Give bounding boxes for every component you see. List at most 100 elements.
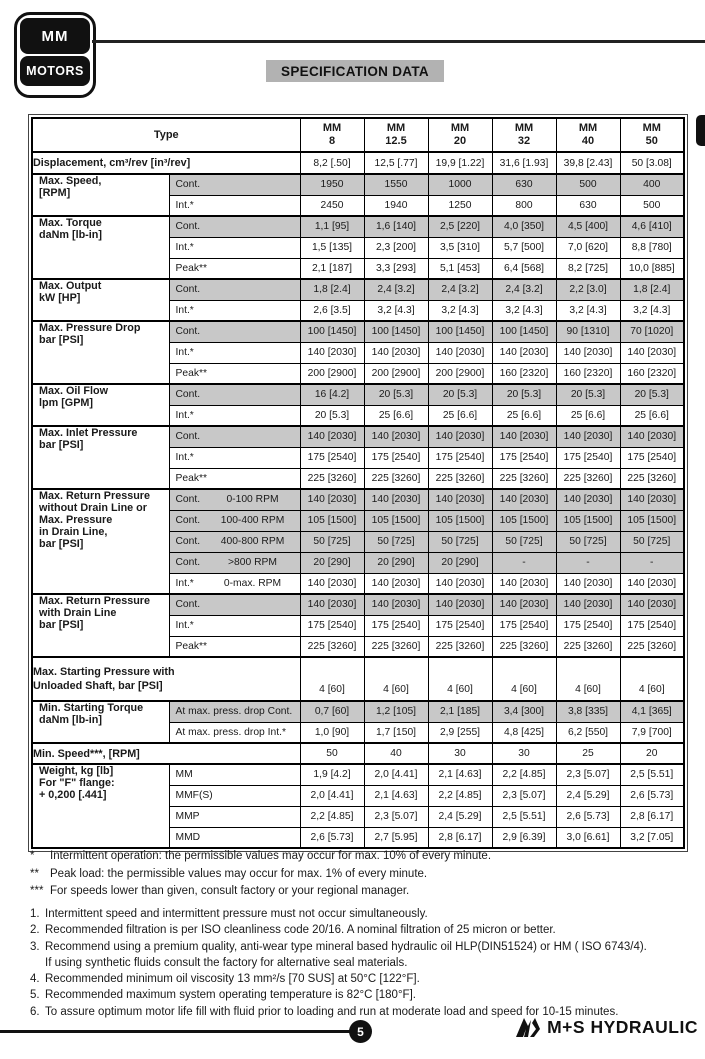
spec-value-cell: 225 [3260]: [363, 467, 429, 490]
spec-value-cell: 100 [1450]: [299, 320, 365, 343]
spec-value-cell: -: [491, 551, 557, 574]
spec-value-cell: 175 [2540]: [363, 614, 429, 637]
spec-value-cell: 3,5 [310]: [427, 236, 493, 259]
spec-value-cell: 175 [2540]: [299, 446, 365, 469]
note: 1. Intermittent speed and intermittent pr…: [30, 906, 698, 922]
spec-value-cell: 3,3 [293]: [363, 257, 429, 280]
spec-value-cell: 1,1 [95]: [299, 215, 365, 238]
spec-value-cell: 2,5 [220]: [427, 215, 493, 238]
spec-value-cell: 2,8 [6.17]: [427, 826, 493, 849]
spec-value-cell: 3,0 [6.61]: [555, 826, 621, 849]
row-sublabel: Int.*: [168, 299, 301, 322]
column-header: MM 50: [619, 117, 685, 153]
row-sublabel: Cont. >800 RPM: [168, 551, 301, 574]
spec-value-cell: 2,0 [4.41]: [299, 784, 365, 807]
table-row: Max. Oil Flow lpm [GPM] Cont. 16 [4.2] 20 [5…: [31, 383, 685, 427]
row-sublabel: Int.*: [168, 446, 301, 469]
spec-value-cell: 20: [619, 742, 685, 765]
table-row: Int.* 2,6 [3.5] 3,2 [4.3] 3,2 [4.3] 3,2 [4.3…: [32, 299, 685, 322]
table-row: Weight, kg [lb] For "F" flange: + 0,200 [.…: [31, 763, 685, 849]
spec-value-cell: -: [555, 551, 621, 574]
spec-value-cell: 140 [2030]: [491, 425, 557, 448]
spec-value-cell: 4 [60]: [427, 656, 493, 702]
spec-value-cell: 500: [555, 173, 621, 196]
row-label: Max. Inlet Pressure bar [PSI]: [31, 425, 170, 490]
spec-value-cell: 2,4 [3.2]: [491, 278, 557, 301]
spec-value-cell: 1550: [363, 173, 429, 196]
row-sublabel: Peak**: [168, 362, 301, 385]
spec-value-cell: 20 [290]: [363, 551, 429, 574]
spec-value-cell: 140 [2030]: [491, 593, 557, 616]
spec-value-cell: 20 [5.3]: [427, 383, 493, 406]
spec-value-cell: 20 [5.3]: [299, 404, 365, 427]
spec-value-cell: 4,6 [410]: [619, 215, 685, 238]
row-sublabel: Int.* 0-max. RPM: [168, 572, 301, 595]
spec-value-cell: 4,5 [400]: [555, 215, 621, 238]
spec-value-cell: 5,1 [453]: [427, 257, 493, 280]
spec-value-cell: 50 [725]: [619, 530, 685, 553]
spec-value-cell: 20 [5.3]: [619, 383, 685, 406]
spec-value-cell: 175 [2540]: [619, 614, 685, 637]
spec-value-cell: 175 [2540]: [491, 614, 557, 637]
spec-value-cell: 225 [3260]: [363, 635, 429, 658]
note-text: Recommend using a premium quality, anti-…: [45, 940, 647, 969]
note: 5. Recommended maximum system operating t…: [30, 987, 698, 1003]
footer-rule: [0, 1030, 352, 1033]
note: 3. Recommend using a premium quality, ant…: [30, 939, 698, 972]
row-sublabel: MMF(S): [168, 784, 301, 807]
spec-value-cell: 31,6 [1.93]: [491, 151, 557, 175]
spec-value-cell: 7,9 [700]: [619, 721, 685, 744]
spec-value-cell: 1,2 [105]: [363, 700, 429, 723]
spec-value-cell: 0,7 [60]: [299, 700, 365, 723]
row-sublabel: Peak**: [168, 635, 301, 658]
spec-value-cell: 6,4 [568]: [491, 257, 557, 280]
spec-value-cell: 200 [2900]: [299, 362, 365, 385]
spec-value-cell: 20 [5.3]: [555, 383, 621, 406]
spec-value-cell: 50 [725]: [363, 530, 429, 553]
spec-value-cell: 225 [3260]: [299, 635, 365, 658]
spec-value-cell: 630: [555, 194, 621, 217]
spec-value-cell: 140 [2030]: [299, 593, 365, 616]
spec-value-cell: 1,8 [2.4]: [619, 278, 685, 301]
table-row: Max. Inlet Pressure bar [PSI] Cont. 140 [20…: [31, 425, 685, 490]
spec-value-cell: 90 [1310]: [555, 320, 621, 343]
note: 4. Recommended minimum oil viscosity 13 m…: [30, 971, 698, 987]
note-number: 4.: [30, 973, 40, 986]
spec-value-cell: 175 [2540]: [363, 446, 429, 469]
spec-value-cell: 140 [2030]: [363, 488, 429, 511]
spec-value-cell: 2,4 [3.2]: [363, 278, 429, 301]
table-row: Max. Return Pressure without Drain Line o…: [31, 488, 685, 595]
spec-value-cell: 3,2 [4.3]: [619, 299, 685, 322]
spec-value-cell: 2,9 [255]: [427, 721, 493, 744]
spec-value-cell: 50 [3.08]: [619, 151, 685, 175]
table-row: Max. Pressure Drop bar [PSI] Cont. 100 [145…: [31, 320, 685, 385]
spec-value-cell: 2,5 [5.51]: [619, 763, 685, 786]
spec-value-cell: 8,8 [780]: [619, 236, 685, 259]
spec-value-cell: 2,5 [5.51]: [491, 805, 557, 828]
row-sublabel: Cont.: [168, 173, 301, 196]
section-index-tab: [696, 115, 705, 146]
spec-value-cell: 175 [2540]: [427, 446, 493, 469]
spec-value-cell: 2,2 [4.85]: [491, 763, 557, 786]
spec-value-cell: 140 [2030]: [619, 572, 685, 595]
table-row: Max. Speed, [RPM] Cont. 1950 1550 1000 630 500 4…: [31, 173, 685, 217]
note: 6. To assure optimum motor life fill with…: [30, 1004, 698, 1020]
table-row: Cont. >800 RPM 20 [290] 20 [290] 20 [290] - - -: [32, 551, 685, 574]
table-row: Int.* 1,5 [135] 2,3 [200] 3,5 [310] 5,7 [500…: [32, 236, 685, 259]
spec-value-cell: 2,0 [4.41]: [363, 763, 429, 786]
spec-value-cell: 3,2 [4.3]: [491, 299, 557, 322]
spec-value-cell: 140 [2030]: [427, 593, 493, 616]
spec-value-cell: 25 [6.6]: [555, 404, 621, 427]
spec-value-cell: 140 [2030]: [363, 425, 429, 448]
spec-value-cell: 140 [2030]: [619, 341, 685, 364]
spec-value-cell: 3,2 [7.05]: [619, 826, 685, 849]
row-sublabel: Peak**: [168, 467, 301, 490]
spec-value-cell: 140 [2030]: [555, 425, 621, 448]
spec-value-cell: 140 [2030]: [299, 572, 365, 595]
note-number: 3.: [30, 940, 40, 953]
spec-value-cell: 4,8 [425]: [491, 721, 557, 744]
spec-value-cell: 225 [3260]: [619, 635, 685, 658]
table-row: Int.* 175 [2540] 175 [2540] 175 [2540] 175 […: [32, 614, 685, 637]
row-sublabel: MMD: [168, 826, 301, 849]
row-label: Max. Torque daNm [lb-in]: [31, 215, 170, 280]
